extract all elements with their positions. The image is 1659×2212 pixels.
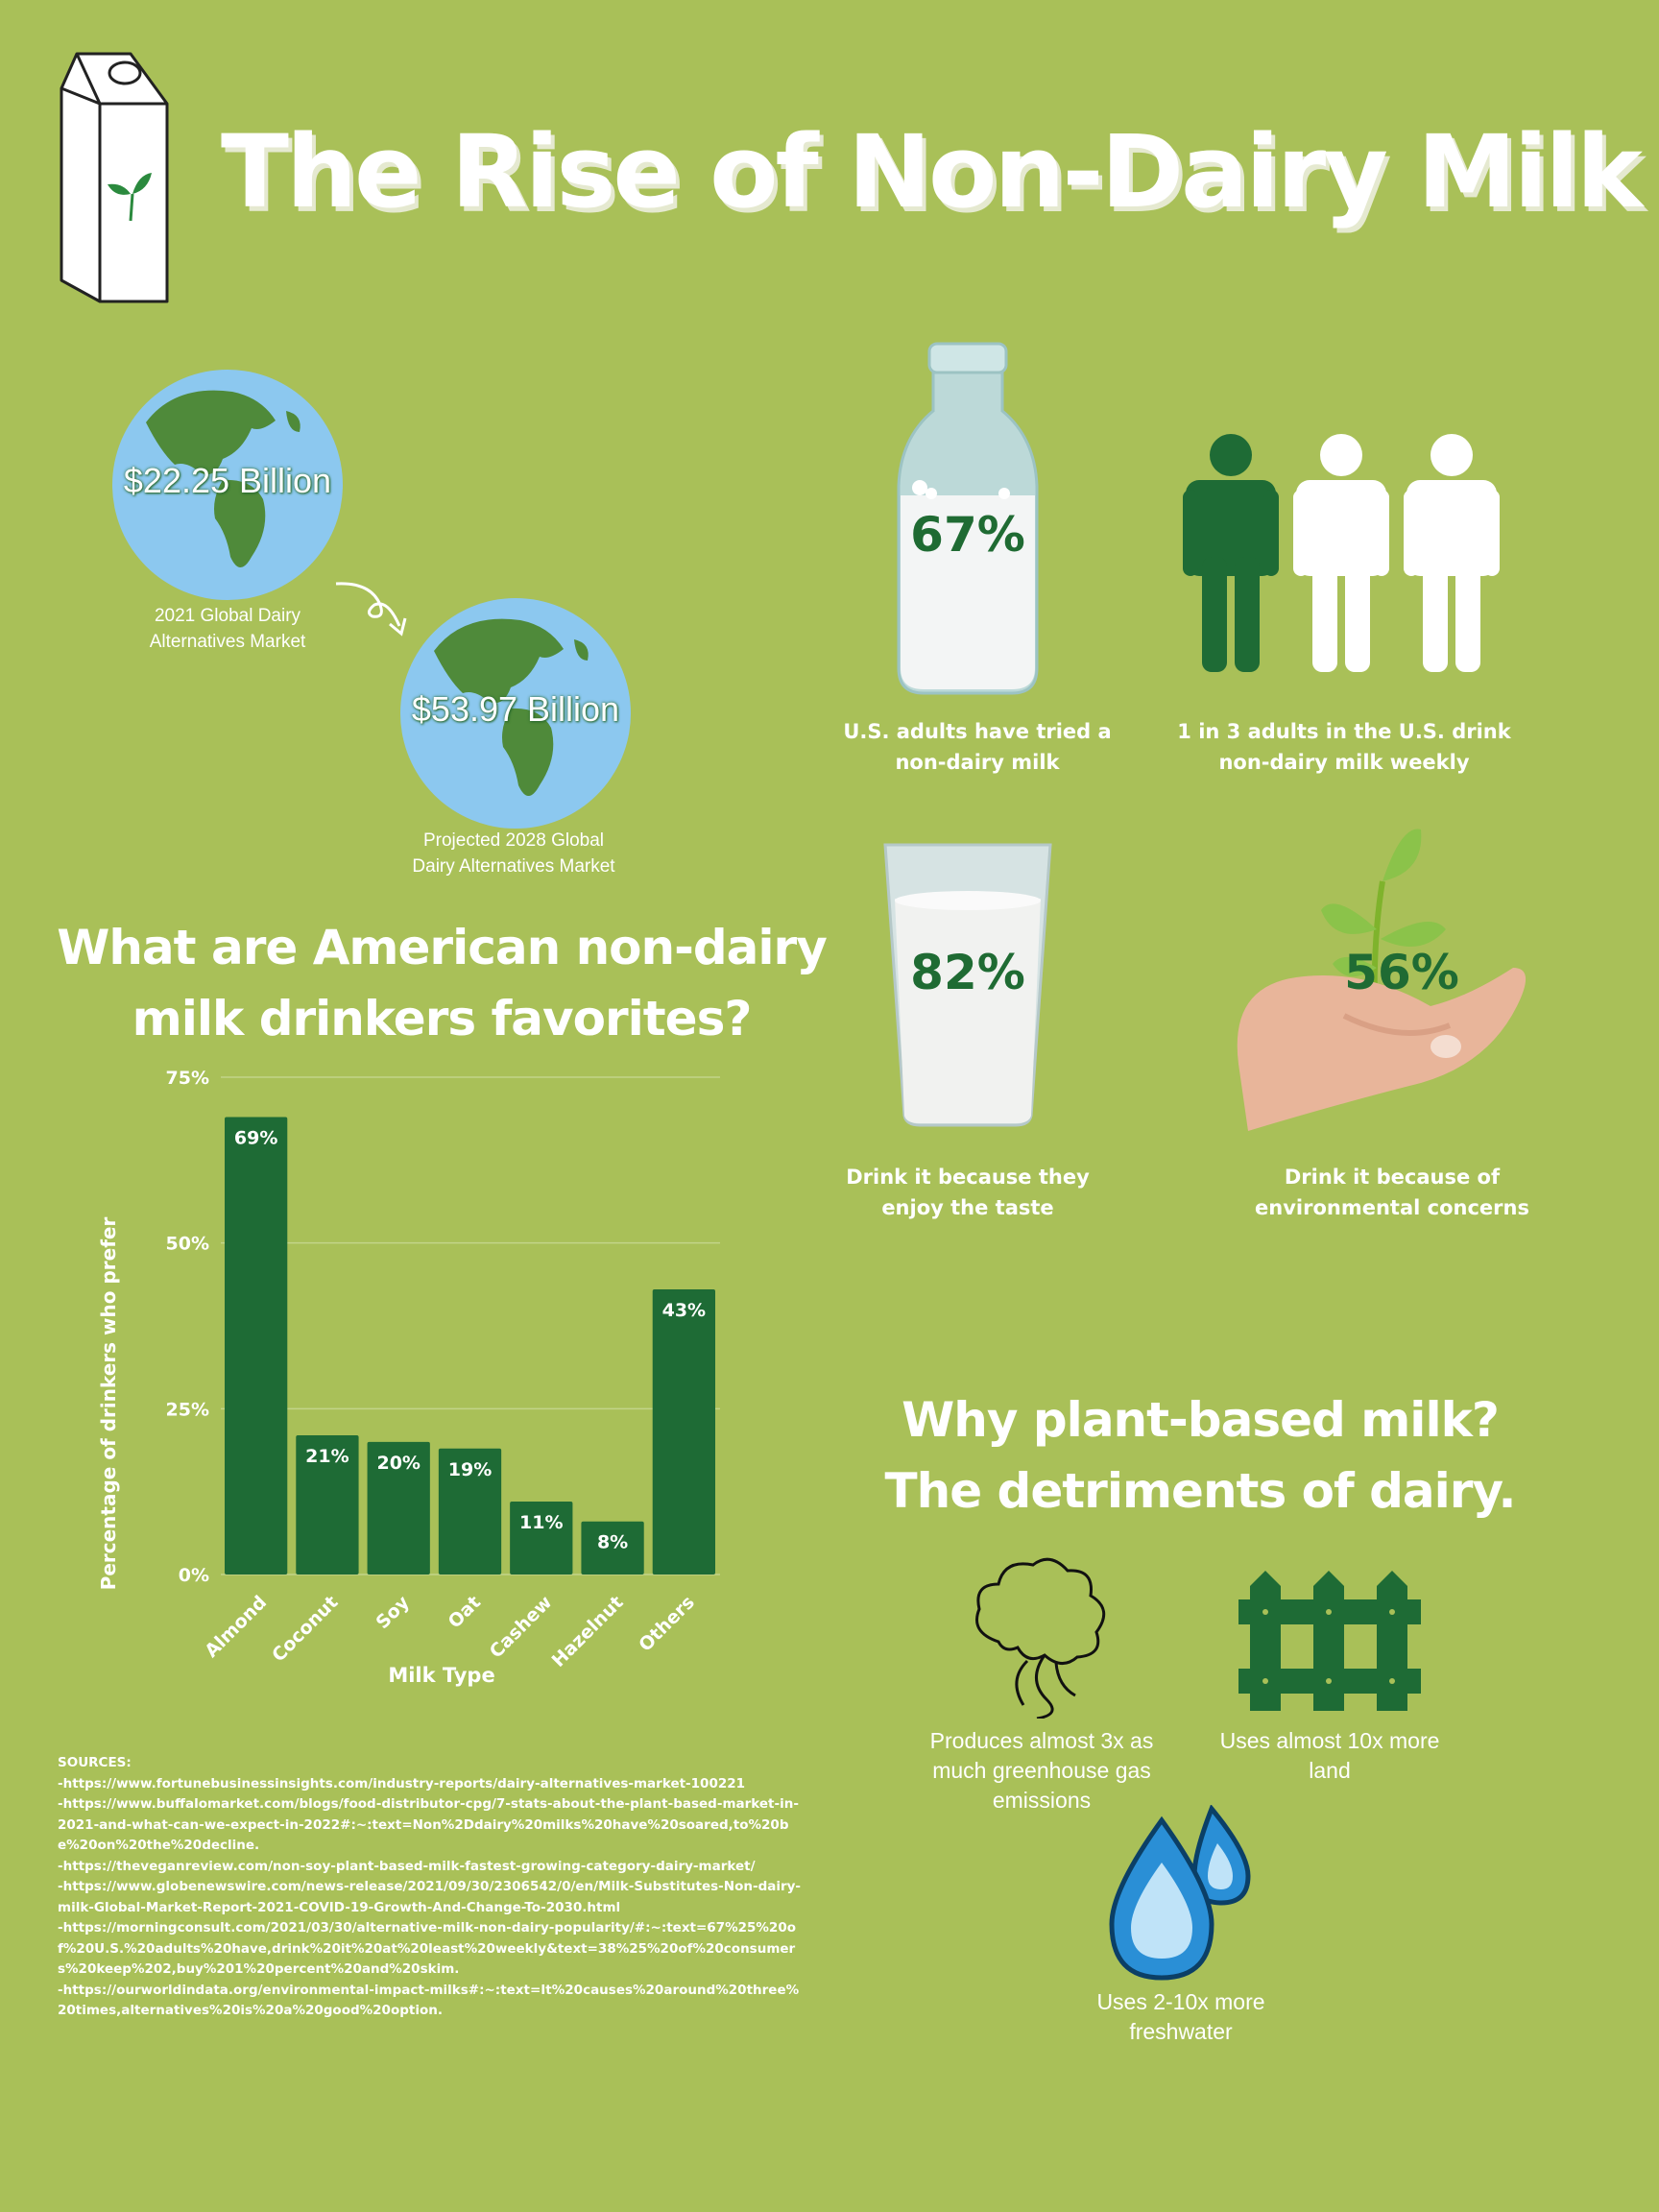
x-axis-label: Milk Type (388, 1664, 494, 1687)
market-2028-value: $53.97 Billion (411, 689, 620, 729)
stat-taste-pct: 82% (910, 945, 1025, 1000)
people-icon-group (1183, 434, 1500, 672)
caption-line: Alternatives Market (149, 632, 306, 652)
bar-value-label: 8% (597, 1532, 628, 1553)
caption-line: Produces almost 3x as (929, 1728, 1154, 1753)
page-title: The Rise of Non-Dairy Milk (221, 113, 1643, 230)
caption-line: land (1309, 1758, 1351, 1783)
bar-value-label: 11% (519, 1512, 563, 1533)
bar (225, 1117, 288, 1575)
caption-line: 2021 Global Dairy (154, 606, 301, 626)
person-icon (1404, 434, 1500, 672)
caption-line: much greenhouse gas (932, 1758, 1151, 1783)
bar-value-label: 20% (376, 1453, 420, 1474)
x-tick-label: Coconut (268, 1592, 342, 1666)
x-tick-label: Soy (373, 1592, 415, 1634)
caption-line: Drink it because they (846, 1166, 1090, 1189)
y-tick-label: 0% (179, 1565, 209, 1586)
stat-environment-pct: 56% (1344, 945, 1459, 1000)
stat-weekly-caption: 1 in 3 adults in the U.S. drink non-dair… (1162, 716, 1527, 778)
heading-line: What are American non-dairy (57, 920, 828, 975)
heading-line: Why plant-based milk? (902, 1392, 1500, 1448)
caption-line: enjoy the taste (881, 1196, 1054, 1219)
stat-environment-caption: Drink it because of environmental concer… (1219, 1162, 1565, 1223)
source-link[interactable]: -https://www.buffalomarket.com/blogs/foo… (58, 1796, 799, 1853)
caption-line: Projected 2028 Global (422, 830, 604, 851)
globe-2028: $53.97 Billion (396, 593, 636, 833)
x-tick-label: Hazelnut (548, 1592, 628, 1671)
source-link[interactable]: -https://ourworldindata.org/environmenta… (58, 1982, 800, 2019)
caption-line: non-dairy milk weekly (1218, 751, 1470, 774)
person-icon-highlighted (1183, 434, 1279, 672)
y-tick-label: 50% (166, 1234, 209, 1255)
globe-icon (400, 598, 631, 829)
source-link[interactable]: -https://www.fortunebusinessinsights.com… (58, 1775, 746, 1791)
source-link[interactable]: -https://theveganreview.com/non-soy-plan… (58, 1858, 756, 1874)
y-tick-label: 75% (166, 1068, 209, 1089)
caption-line: U.S. adults have tried a (843, 720, 1112, 743)
x-tick-label: Others (635, 1592, 699, 1656)
caption-line: 1 in 3 adults in the U.S. drink (1177, 720, 1511, 743)
caption-line: emissions (992, 1788, 1092, 1813)
bar (438, 1448, 502, 1575)
bar (581, 1521, 644, 1575)
stat-taste-caption: Drink it because they enjoy the taste (824, 1162, 1112, 1223)
why-heading: Why plant-based milk? The detriments of … (826, 1384, 1575, 1527)
milk-bottle-icon (897, 342, 1039, 695)
x-tick-label: Almond (201, 1592, 271, 1662)
caption-line: non-dairy milk (895, 751, 1060, 774)
stat-tried-caption: U.S. adults have tried a non-dairy milk (833, 716, 1121, 778)
water-drops-icon (1109, 1805, 1251, 1981)
x-tick-label: Oat (445, 1592, 485, 1632)
y-axis-label: Percentage of drinkers who prefer (97, 1217, 120, 1591)
globe-2021: $22.25 Billion (108, 365, 348, 605)
chart-heading: What are American non-dairy milk drinker… (29, 912, 854, 1054)
bar-value-label: 43% (662, 1300, 706, 1321)
bar (510, 1502, 573, 1575)
bar-chart: 0%25%50%75% 69%21% 20% 19%11%8%43% AlmondC… (97, 1068, 720, 1687)
chart-bars: 69% 21% 20% 19% 11% 8% 43% (225, 1117, 715, 1575)
x-tick-label: Cashew (486, 1592, 557, 1663)
caption-line: Dairy Alternatives Market (412, 856, 615, 877)
bar-value-label: 19% (448, 1459, 492, 1480)
bar (367, 1441, 430, 1575)
detriment-land-caption: Uses almost 10x more land (1190, 1726, 1469, 1786)
caption-line: Drink it because of (1284, 1166, 1501, 1189)
caption-line: environmental concerns (1255, 1196, 1529, 1219)
bar (652, 1289, 715, 1575)
globe-icon (112, 370, 343, 600)
bar-value-label: 21% (305, 1446, 349, 1467)
curved-arrow-icon (335, 582, 407, 637)
hand-plant-icon (1237, 829, 1527, 1131)
milk-carton-icon (60, 52, 169, 303)
caption-line: Uses almost 10x more (1219, 1728, 1440, 1753)
bar (296, 1434, 359, 1575)
bar-value-label: 69% (234, 1127, 277, 1148)
source-link[interactable]: -https://www.globenewswire.com/news-rele… (58, 1879, 802, 1915)
heading-line: milk drinkers favorites? (132, 991, 753, 1046)
market-2021-caption: 2021 Global Dairy Alternatives Market (108, 603, 348, 655)
market-2021-value: $22.25 Billion (123, 461, 332, 500)
fence-icon (1238, 1571, 1421, 1711)
milk-glass-icon (883, 843, 1052, 1127)
y-axis-ticks: 0% 25% 50% 75% (166, 1068, 209, 1586)
caption-line: Uses 2-10x more (1096, 1989, 1265, 2014)
detriment-water-caption: Uses 2-10x more freshwater (1037, 1987, 1325, 2047)
person-icon (1293, 434, 1389, 672)
smoke-icon (975, 1557, 1106, 1719)
heading-line: The detriments of dairy. (884, 1463, 1517, 1519)
source-link[interactable]: -https://morningconsult.com/2021/03/30/a… (58, 1920, 796, 1977)
detriment-emissions-caption: Produces almost 3x as much greenhouse ga… (902, 1726, 1181, 1815)
market-2028-caption: Projected 2028 Global Dairy Alternatives… (384, 828, 643, 879)
caption-line: freshwater (1129, 2019, 1233, 2044)
sources: SOURCES: -https://www.fortunebusinessins… (58, 1753, 806, 2022)
stat-tried-pct: 67% (910, 507, 1025, 563)
sources-heading: SOURCES: (58, 1755, 132, 1770)
y-tick-label: 25% (166, 1399, 209, 1420)
